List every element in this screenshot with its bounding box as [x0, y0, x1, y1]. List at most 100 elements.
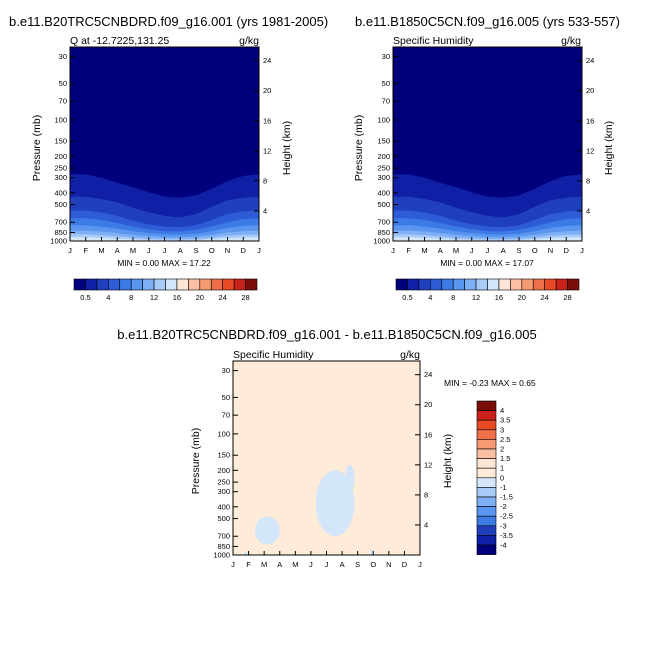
panel-left-units: g/kg — [239, 35, 259, 47]
height-tick-label: 24 — [586, 56, 594, 65]
pressure-tick-label: 150 — [377, 137, 390, 146]
colorbar-swatch — [85, 278, 98, 291]
month-tick-label: A — [438, 246, 443, 255]
colorbar-swatch — [476, 535, 497, 546]
colorbar-label: 1.5 — [500, 454, 510, 463]
month-tick-label: M — [421, 246, 427, 255]
month-tick-label: J — [470, 246, 474, 255]
panel-right-subtitle: Specific Humidity — [393, 35, 474, 47]
height-tick-label: 8 — [263, 176, 267, 185]
panel-difference-ylabel: Pressure (mb) — [190, 428, 202, 495]
colorbar-label: -1.5 — [500, 493, 513, 502]
panel-left-title: b.e11.B20TRC5CNBDRD.f09_g16.001 (yrs 198… — [9, 14, 328, 29]
month-tick-label: J — [391, 246, 395, 255]
pressure-tick-label: 300 — [377, 173, 390, 182]
panel-difference-y2label: Height (km) — [442, 434, 454, 488]
colorbar-swatch — [96, 278, 109, 291]
colorbar-swatch — [532, 278, 545, 291]
colorbar-label: 3.5 — [500, 416, 510, 425]
height-tick-label: 20 — [424, 400, 432, 409]
month-tick-label: J — [309, 560, 313, 569]
colorbar-label: 12 — [150, 293, 158, 302]
month-tick-label: A — [277, 560, 282, 569]
colorbar-label: 20 — [196, 293, 204, 302]
height-tick-label: 20 — [586, 86, 594, 95]
pressure-tick-label: 850 — [377, 228, 390, 237]
pressure-tick-label: 700 — [377, 218, 390, 227]
colorbar-label: 28 — [563, 293, 571, 302]
panel-difference: b.e11.B20TRC5CNBDRD.f09_g16.001 - b.e11.… — [117, 327, 536, 569]
pressure-tick-label: 1000 — [373, 237, 390, 246]
month-tick-label: J — [231, 560, 235, 569]
panel-right-title: b.e11.B1850C5CN.f09_g16.005 (yrs 533-557… — [355, 14, 620, 29]
pressure-tick-label: 400 — [54, 188, 67, 197]
negative-anomaly-region — [243, 551, 248, 555]
month-tick-label: O — [370, 560, 376, 569]
colorbar-label: -3.5 — [500, 531, 513, 540]
colorbar-swatch — [487, 278, 500, 291]
pressure-tick-label: 70 — [222, 411, 230, 420]
colorbar-swatch — [498, 278, 511, 291]
month-tick-label: J — [486, 246, 490, 255]
pressure-tick-label: 30 — [59, 52, 67, 61]
colorbar-swatch — [475, 278, 488, 291]
month-tick-label: A — [501, 246, 506, 255]
colorbar-swatch — [476, 458, 497, 469]
height-tick-label: 4 — [263, 206, 267, 215]
month-tick-label: M — [292, 560, 298, 569]
pressure-tick-label: 300 — [217, 487, 230, 496]
pressure-tick-label: 250 — [54, 164, 67, 173]
panel-right: b.e11.B1850C5CN.f09_g16.005 (yrs 533-557… — [353, 14, 620, 268]
month-tick-label: M — [130, 246, 136, 255]
colorbar-swatch — [476, 400, 497, 411]
pressure-tick-label: 400 — [377, 188, 390, 197]
colorbar-swatch — [418, 278, 431, 291]
pressure-tick-label: 400 — [217, 502, 230, 511]
pressure-tick-label: 150 — [217, 451, 230, 460]
month-tick-label: O — [209, 246, 215, 255]
month-tick-label: J — [163, 246, 167, 255]
negative-anomaly-region — [345, 464, 355, 492]
colorbar-swatch — [245, 278, 258, 291]
colorbar-swatch — [119, 278, 132, 291]
colorbar-label: -4 — [500, 541, 507, 550]
height-tick-label: 24 — [263, 56, 271, 65]
month-tick-label: M — [98, 246, 104, 255]
colorbar-swatch — [476, 419, 497, 431]
pressure-tick-label: 200 — [54, 152, 67, 161]
colorbar-swatch — [544, 278, 557, 291]
panel-difference-subtitle: Specific Humidity — [233, 349, 314, 361]
pressure-tick-label: 1000 — [50, 237, 67, 246]
colorbar-swatch — [153, 278, 166, 291]
colorbar-label: 4 — [106, 293, 110, 302]
colorbar-swatch — [521, 278, 534, 291]
month-tick-label: A — [115, 246, 120, 255]
month-tick-label: J — [147, 246, 151, 255]
month-tick-label: F — [83, 246, 88, 255]
panel-right-ylabel: Pressure (mb) — [353, 115, 365, 182]
height-tick-label: 16 — [424, 430, 432, 439]
pressure-tick-label: 200 — [377, 152, 390, 161]
month-tick-label: S — [355, 560, 360, 569]
month-tick-label: J — [257, 246, 261, 255]
colorbar-difference: 43.532.521.510-1-1.5-2-2.5-3-3.5-4 — [476, 400, 513, 555]
pressure-tick-label: 300 — [54, 173, 67, 182]
colorbar-swatch — [165, 278, 178, 291]
colorbar-swatch — [476, 429, 497, 440]
colorbar-swatch — [73, 278, 86, 291]
colorbar-label: 2.5 — [500, 435, 510, 444]
height-tick-label: 24 — [424, 370, 432, 379]
panel-difference-stats: MIN = -0.23 MAX = 0.65 — [444, 378, 536, 388]
month-tick-label: M — [453, 246, 459, 255]
pressure-tick-label: 50 — [222, 393, 230, 402]
colorbar-swatch — [476, 448, 497, 459]
panel-right-y2label: Height (km) — [603, 121, 615, 175]
colorbar-swatch — [222, 278, 235, 291]
pressure-tick-label: 700 — [217, 532, 230, 541]
panel-left-ylabel: Pressure (mb) — [31, 115, 43, 182]
colorbar-swatch — [476, 525, 497, 536]
height-tick-label: 4 — [424, 520, 428, 529]
height-tick-label: 4 — [586, 206, 590, 215]
colorbar-swatch — [476, 410, 497, 421]
